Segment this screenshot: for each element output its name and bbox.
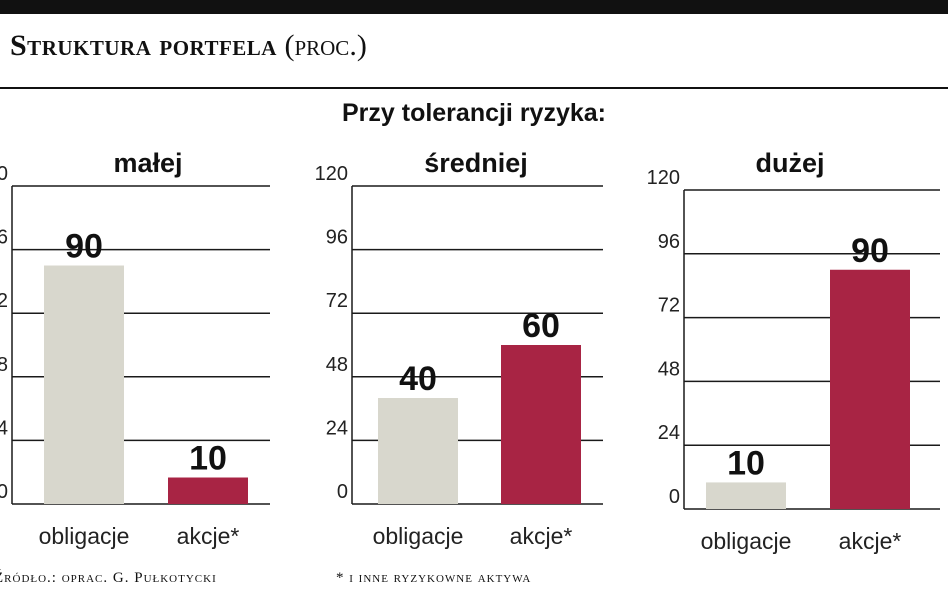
source-note: Źródło.: oprac. G. Pułkotycki bbox=[0, 570, 217, 586]
panel-title: średniej bbox=[424, 148, 528, 178]
y-tick-label: 120 bbox=[0, 163, 8, 185]
y-tick-label: 96 bbox=[326, 227, 348, 249]
title-unit: (proc.) bbox=[284, 29, 367, 62]
y-tick-label: 0 bbox=[0, 481, 8, 503]
y-tick-label: 96 bbox=[0, 227, 8, 249]
y-tick-label: 96 bbox=[658, 231, 680, 253]
category-label: obligacje bbox=[39, 523, 130, 549]
y-tick-label: 48 bbox=[658, 358, 680, 380]
category-label: akcje* bbox=[510, 523, 573, 549]
bar-akcje bbox=[168, 477, 248, 504]
panel-title: dużej bbox=[755, 148, 824, 178]
y-tick-label: 0 bbox=[337, 481, 348, 503]
chart-subtitle: Przy tolerancji ryzyka: bbox=[341, 99, 606, 127]
data-label: 90 bbox=[65, 228, 103, 266]
y-tick-label: 24 bbox=[0, 417, 8, 439]
data-label: 60 bbox=[522, 307, 560, 345]
title-rule bbox=[0, 87, 948, 89]
y-tick-label: 120 bbox=[315, 163, 348, 185]
data-label: 10 bbox=[727, 444, 765, 482]
bar-obligacje bbox=[44, 265, 124, 504]
panel-title: małej bbox=[113, 148, 182, 178]
y-tick-label: 72 bbox=[658, 295, 680, 317]
y-tick-label: 24 bbox=[326, 417, 348, 439]
category-label: obligacje bbox=[373, 523, 464, 549]
y-tick-label: 72 bbox=[326, 290, 348, 312]
chart-title: Struktura portfela (proc.) bbox=[10, 26, 367, 66]
y-tick-label: 48 bbox=[0, 354, 8, 376]
title-text: Struktura portfela bbox=[10, 29, 277, 62]
y-tick-label: 24 bbox=[658, 422, 680, 444]
bar-obligacje bbox=[706, 482, 786, 509]
data-label: 90 bbox=[851, 232, 889, 270]
footnote: * i inne ryzykowne aktywa bbox=[336, 570, 532, 586]
y-tick-label: 72 bbox=[0, 290, 8, 312]
category-label: obligacje bbox=[701, 528, 792, 554]
top-bar bbox=[0, 0, 948, 14]
data-label: 40 bbox=[399, 360, 437, 398]
category-label: akcje* bbox=[839, 528, 902, 554]
y-tick-label: 0 bbox=[669, 486, 680, 508]
data-label: 10 bbox=[189, 440, 227, 478]
bar-akcje bbox=[501, 345, 581, 504]
y-tick-label: 120 bbox=[647, 167, 680, 189]
bar-obligacje bbox=[378, 398, 458, 504]
y-tick-label: 48 bbox=[326, 354, 348, 376]
bar-akcje bbox=[830, 269, 910, 509]
category-label: akcje* bbox=[177, 523, 240, 549]
